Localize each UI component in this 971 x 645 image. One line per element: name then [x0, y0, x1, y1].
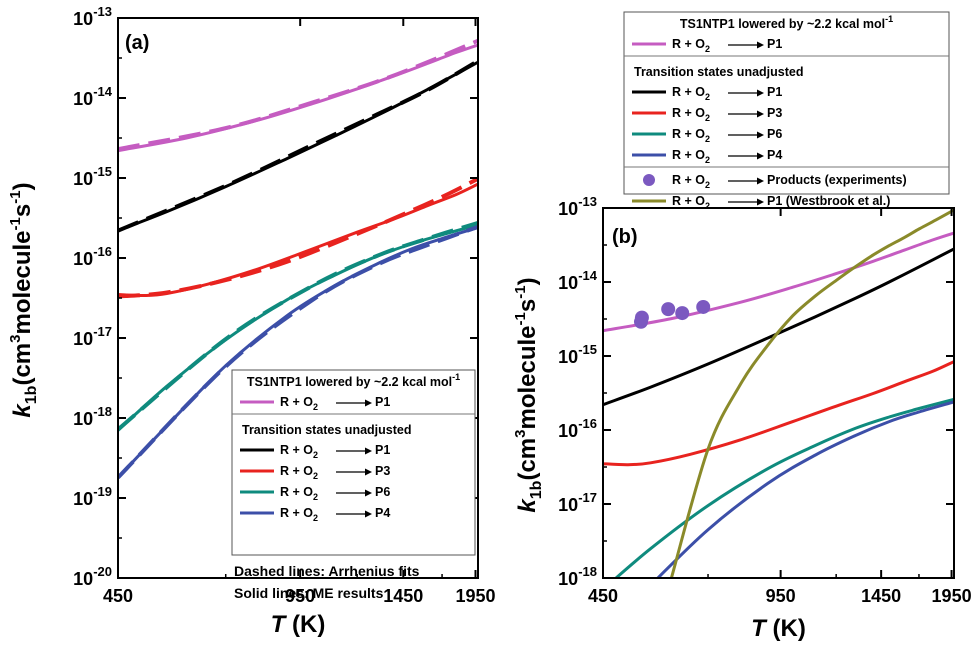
x-tick-label: 950 — [766, 586, 796, 606]
y-tick-label: 10-13 — [558, 194, 597, 219]
legend-entry-label: R + O2 — [672, 173, 710, 190]
legend-entry-label: R + O2 — [672, 37, 710, 54]
legend-entry-product: P1 — [375, 443, 390, 457]
y-tick-label: 10-16 — [558, 416, 597, 441]
legend-entry-label: R + O2 — [672, 85, 710, 102]
legend-entry-product: Products (experiments) — [767, 173, 907, 187]
series-line-p1 — [603, 247, 954, 407]
series-group — [603, 208, 954, 578]
y-tick-label: 10-18 — [558, 564, 597, 589]
experiment-point — [675, 306, 690, 321]
x-tick-label: 450 — [103, 586, 133, 606]
legend-entry-label: R + O2 — [280, 506, 318, 523]
legend-entry-label: R + O2 — [672, 106, 710, 123]
legend-entry-product: P3 — [767, 106, 782, 120]
y-tick-label: 10-14 — [558, 268, 598, 293]
annotation-text: Dashed lines: Arrhenius fits — [234, 563, 420, 579]
panel-label: (a) — [125, 32, 149, 54]
y-tick-label: 10-13 — [73, 4, 112, 29]
legend-header-unadjusted: Transition states unadjusted — [242, 423, 411, 437]
y-tick-label: 10-19 — [73, 484, 112, 509]
y-tick-label: 10-17 — [558, 490, 597, 515]
legend-arrowhead — [365, 510, 372, 518]
legend-header-lowered: TS1NTP1 lowered by ~2.2 kcal mol-1 — [680, 14, 893, 31]
series-line-p3 — [603, 360, 954, 467]
x-tick-label: 950 — [285, 586, 315, 606]
series-line-p1-fit — [118, 59, 478, 233]
plot-frame — [602, 207, 955, 579]
legend-entry-label: R + O2 — [280, 464, 318, 481]
series-group — [118, 38, 478, 479]
legend-arrowhead — [757, 177, 764, 185]
series-line-p6 — [613, 397, 954, 578]
x-axis-label: T (K) — [751, 615, 806, 642]
legend-entry-product: P1 — [767, 37, 782, 51]
series-line-p6-fit — [118, 220, 478, 431]
legend-arrowhead — [365, 399, 372, 407]
x-tick-label: 1950 — [932, 586, 971, 606]
legend: TS1NTP1 lowered by ~2.2 kcal mol-1 R + O2… — [623, 11, 950, 211]
series-line-westbrook — [669, 208, 954, 578]
y-tick-label: 10-17 — [73, 324, 112, 349]
y-tick-label: 10-14 — [73, 84, 113, 109]
legend-header-unadjusted: Transition states unadjusted — [634, 65, 803, 79]
legend-entry-label: R + O2 — [280, 443, 318, 460]
x-tick-label: 450 — [588, 586, 618, 606]
legend-arrowhead — [365, 489, 372, 497]
legend-header-lowered: TS1NTP1 lowered by ~2.2 kcal mol-1 — [247, 372, 460, 389]
legend-arrowhead — [365, 468, 372, 476]
panel-a: 10-13 10-14 10-15 10-16 10-17 10-18 10-19 10-20… — [7, 4, 496, 638]
experiment-point — [661, 302, 676, 317]
y-tick-label: 10-16 — [73, 244, 112, 269]
legend-entry-label: R + O2 — [672, 194, 710, 211]
legend-entry-label: R + O2 — [280, 395, 318, 412]
panel-label: (b) — [612, 226, 638, 248]
legend-entry-label: R + O2 — [672, 148, 710, 165]
x-axis-label: T (K) — [271, 611, 326, 638]
series-line-p1-lowered — [603, 231, 954, 333]
legend-entry-label: R + O2 — [672, 127, 710, 144]
legend-entry-label: R + O2 — [280, 485, 318, 502]
legend-entry-product: P1 (Westbrook et al.) — [767, 194, 890, 208]
x-tick-label: 1450 — [861, 586, 901, 606]
legend-arrowhead — [757, 131, 764, 139]
annotation-text: Solid lines: ME results — [234, 585, 384, 601]
series-line-p1-lowered-fit — [118, 38, 478, 152]
y-axis-label: k1b(cm3molecule-1s-1) — [7, 182, 40, 417]
legend-arrowhead — [365, 447, 372, 455]
legend-arrowhead — [757, 152, 764, 160]
y-tick-label: 10-20 — [73, 564, 112, 589]
x-tick-label: 1450 — [383, 586, 423, 606]
legend-entry-product: P4 — [375, 506, 390, 520]
legend-box — [231, 369, 476, 556]
y-tick-label: 10-18 — [73, 404, 112, 429]
legend-entry-product: P1 — [375, 395, 390, 409]
legend-entry-product: P3 — [375, 464, 390, 478]
x-tick-label: 1950 — [455, 586, 495, 606]
y-axis-label: k1b(cm3molecule-1s-1) — [512, 277, 545, 512]
legend-entry-product: P4 — [767, 148, 782, 162]
legend-entry-product: P6 — [375, 485, 390, 499]
experiment-point — [634, 310, 649, 325]
series-line-p3-fit — [118, 176, 478, 299]
series-line-p1-lowered — [118, 43, 478, 153]
legend-entry-product: P1 — [767, 85, 782, 99]
legend-arrowhead — [757, 198, 764, 206]
legend-box — [623, 11, 950, 195]
series-line-p4 — [655, 400, 954, 578]
y-tick-label: 10-15 — [558, 342, 597, 367]
legend-arrowhead — [757, 41, 764, 49]
experiment-point — [696, 299, 711, 314]
legend-arrowhead — [757, 110, 764, 118]
y-tick-label: 10-15 — [73, 164, 112, 189]
legend-arrowhead — [757, 89, 764, 97]
legend-entry-product: P6 — [767, 127, 782, 141]
legend-marker — [643, 174, 655, 186]
series-line-p4-fit — [118, 225, 478, 479]
legend: TS1NTP1 lowered by ~2.2 kcal mol-1 R + O2… — [231, 369, 476, 556]
